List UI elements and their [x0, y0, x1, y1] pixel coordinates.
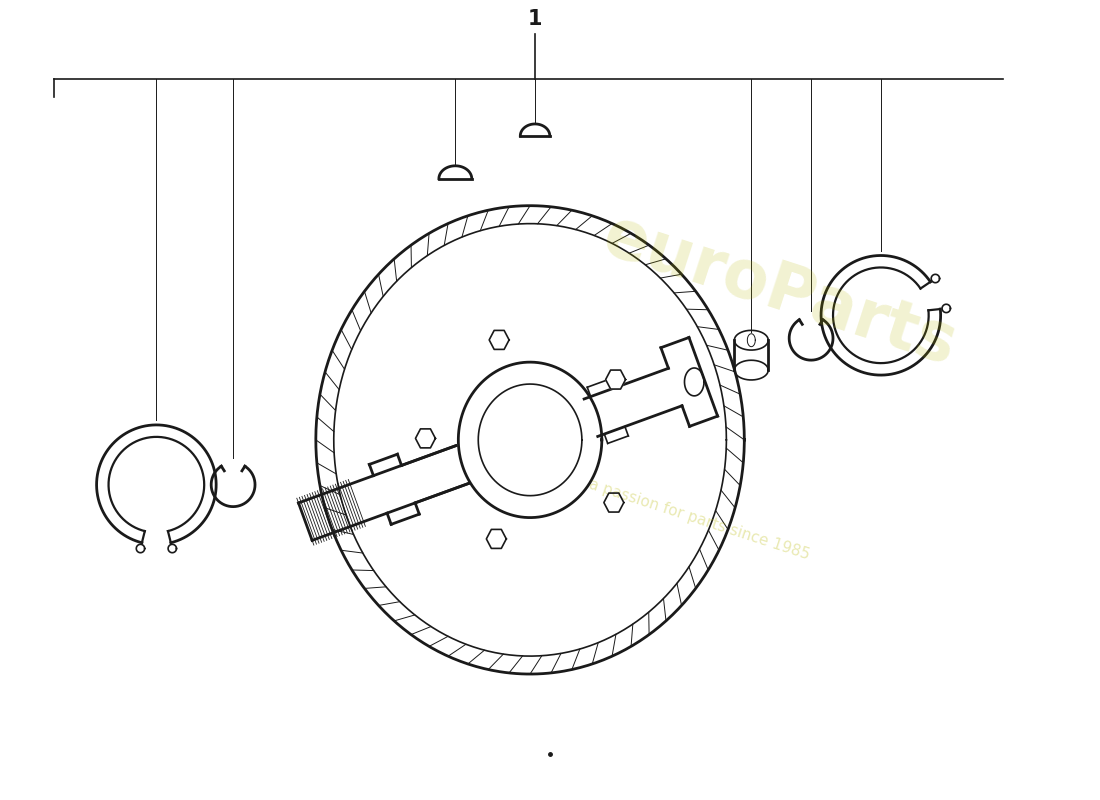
Text: 1: 1: [528, 10, 542, 30]
Polygon shape: [486, 530, 506, 549]
Polygon shape: [416, 429, 436, 448]
Polygon shape: [604, 493, 624, 512]
Polygon shape: [490, 330, 509, 350]
Text: euroParts: euroParts: [594, 202, 965, 378]
Polygon shape: [606, 370, 626, 389]
Text: a passion for parts since 1985: a passion for parts since 1985: [587, 477, 812, 562]
